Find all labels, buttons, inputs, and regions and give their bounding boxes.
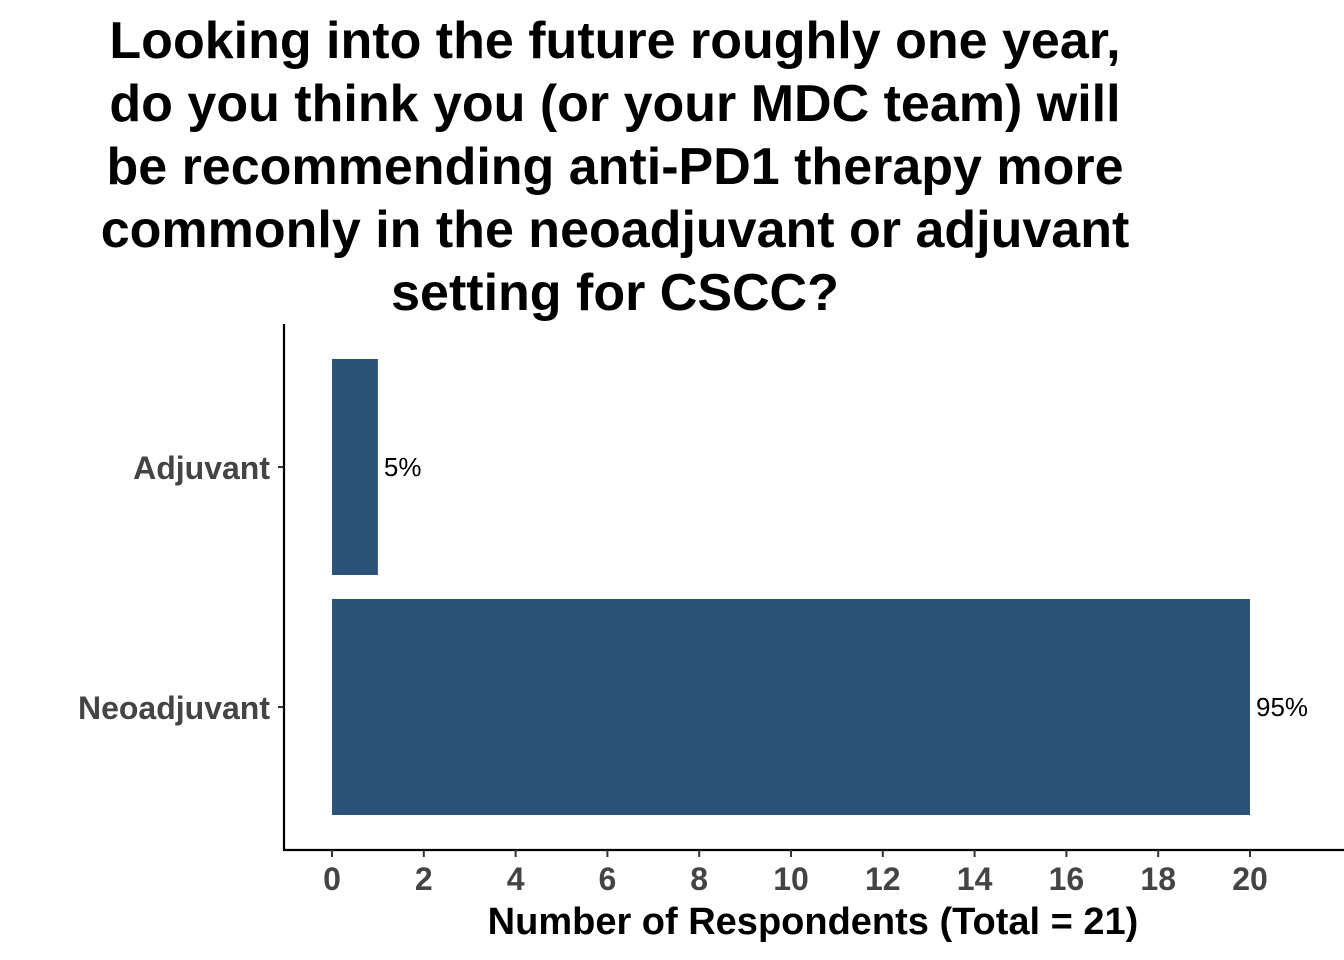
x-tick-label-18: 18 [1140,861,1176,897]
title-line: Looking into the future roughly one year… [109,12,1121,70]
bar-adjuvant [332,359,378,575]
x-axis-title: Number of Respondents (Total = 21) [488,901,1139,943]
x-tick-label-0: 0 [323,861,341,897]
axes-layer: Adjuvant Neoadjuvant 0 2 4 6 8 10 12 14 16 18 20 [78,324,1344,897]
bars-layer: 5% 95% [332,359,1308,815]
x-tick-label-14: 14 [957,861,993,897]
x-tick-label-4: 4 [507,861,525,897]
x-tick-label-16: 16 [1049,861,1085,897]
title-line: be recommending anti-PD1 therapy more [106,138,1124,196]
x-tick-label-10: 10 [773,861,809,897]
x-tick-label-20: 20 [1232,861,1268,897]
chart-title: Looking into the future roughly one year… [0,10,1230,325]
x-tick-label-8: 8 [690,861,708,897]
data-label-neoadjuvant: 95% [1256,692,1308,722]
x-tick-label-6: 6 [599,861,617,897]
category-label-adjuvant: Adjuvant [133,450,270,486]
x-tick-label-12: 12 [865,861,901,897]
title-line: commonly in the neoadjuvant or adjuvant [100,201,1130,259]
title-line: setting for CSCC? [391,264,839,322]
data-label-adjuvant: 5% [384,452,422,482]
x-tick-label-2: 2 [415,861,433,897]
category-label-neoadjuvant: Neoadjuvant [78,690,270,726]
title-line: do you think you (or your MDC team) will [109,75,1121,133]
bar-neoadjuvant [332,599,1250,815]
